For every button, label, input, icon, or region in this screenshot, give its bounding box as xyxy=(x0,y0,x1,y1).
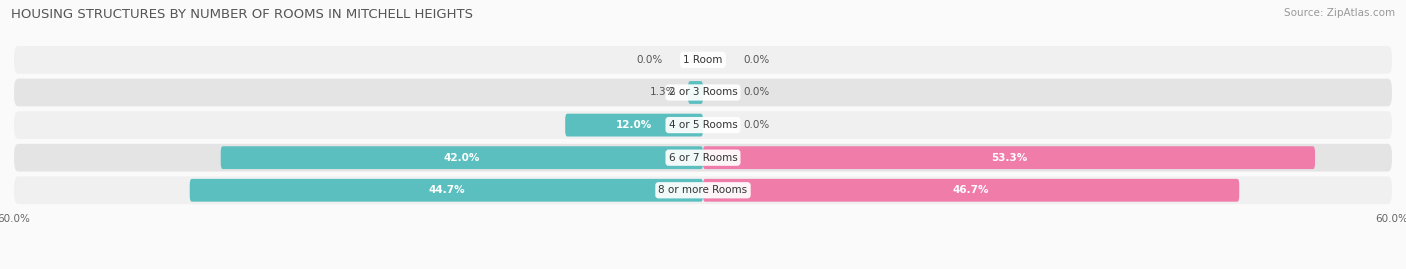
FancyBboxPatch shape xyxy=(14,46,1392,74)
Text: 0.0%: 0.0% xyxy=(744,87,769,97)
FancyBboxPatch shape xyxy=(14,79,1392,106)
FancyBboxPatch shape xyxy=(221,146,703,169)
Text: 42.0%: 42.0% xyxy=(444,153,479,163)
Text: 6 or 7 Rooms: 6 or 7 Rooms xyxy=(669,153,737,163)
Text: 12.0%: 12.0% xyxy=(616,120,652,130)
Text: 1 Room: 1 Room xyxy=(683,55,723,65)
Text: 53.3%: 53.3% xyxy=(991,153,1028,163)
Text: 1.3%: 1.3% xyxy=(650,87,676,97)
FancyBboxPatch shape xyxy=(703,146,1315,169)
FancyBboxPatch shape xyxy=(14,144,1392,172)
FancyBboxPatch shape xyxy=(14,176,1392,204)
Text: 4 or 5 Rooms: 4 or 5 Rooms xyxy=(669,120,737,130)
Text: Source: ZipAtlas.com: Source: ZipAtlas.com xyxy=(1284,8,1395,18)
FancyBboxPatch shape xyxy=(14,111,1392,139)
Text: 2 or 3 Rooms: 2 or 3 Rooms xyxy=(669,87,737,97)
FancyBboxPatch shape xyxy=(565,114,703,136)
Text: 46.7%: 46.7% xyxy=(953,185,990,195)
Text: 0.0%: 0.0% xyxy=(744,55,769,65)
FancyBboxPatch shape xyxy=(703,179,1239,202)
FancyBboxPatch shape xyxy=(190,179,703,202)
Text: 44.7%: 44.7% xyxy=(427,185,464,195)
FancyBboxPatch shape xyxy=(688,81,703,104)
Text: 0.0%: 0.0% xyxy=(744,120,769,130)
Text: 8 or more Rooms: 8 or more Rooms xyxy=(658,185,748,195)
Text: HOUSING STRUCTURES BY NUMBER OF ROOMS IN MITCHELL HEIGHTS: HOUSING STRUCTURES BY NUMBER OF ROOMS IN… xyxy=(11,8,474,21)
Text: 0.0%: 0.0% xyxy=(637,55,662,65)
